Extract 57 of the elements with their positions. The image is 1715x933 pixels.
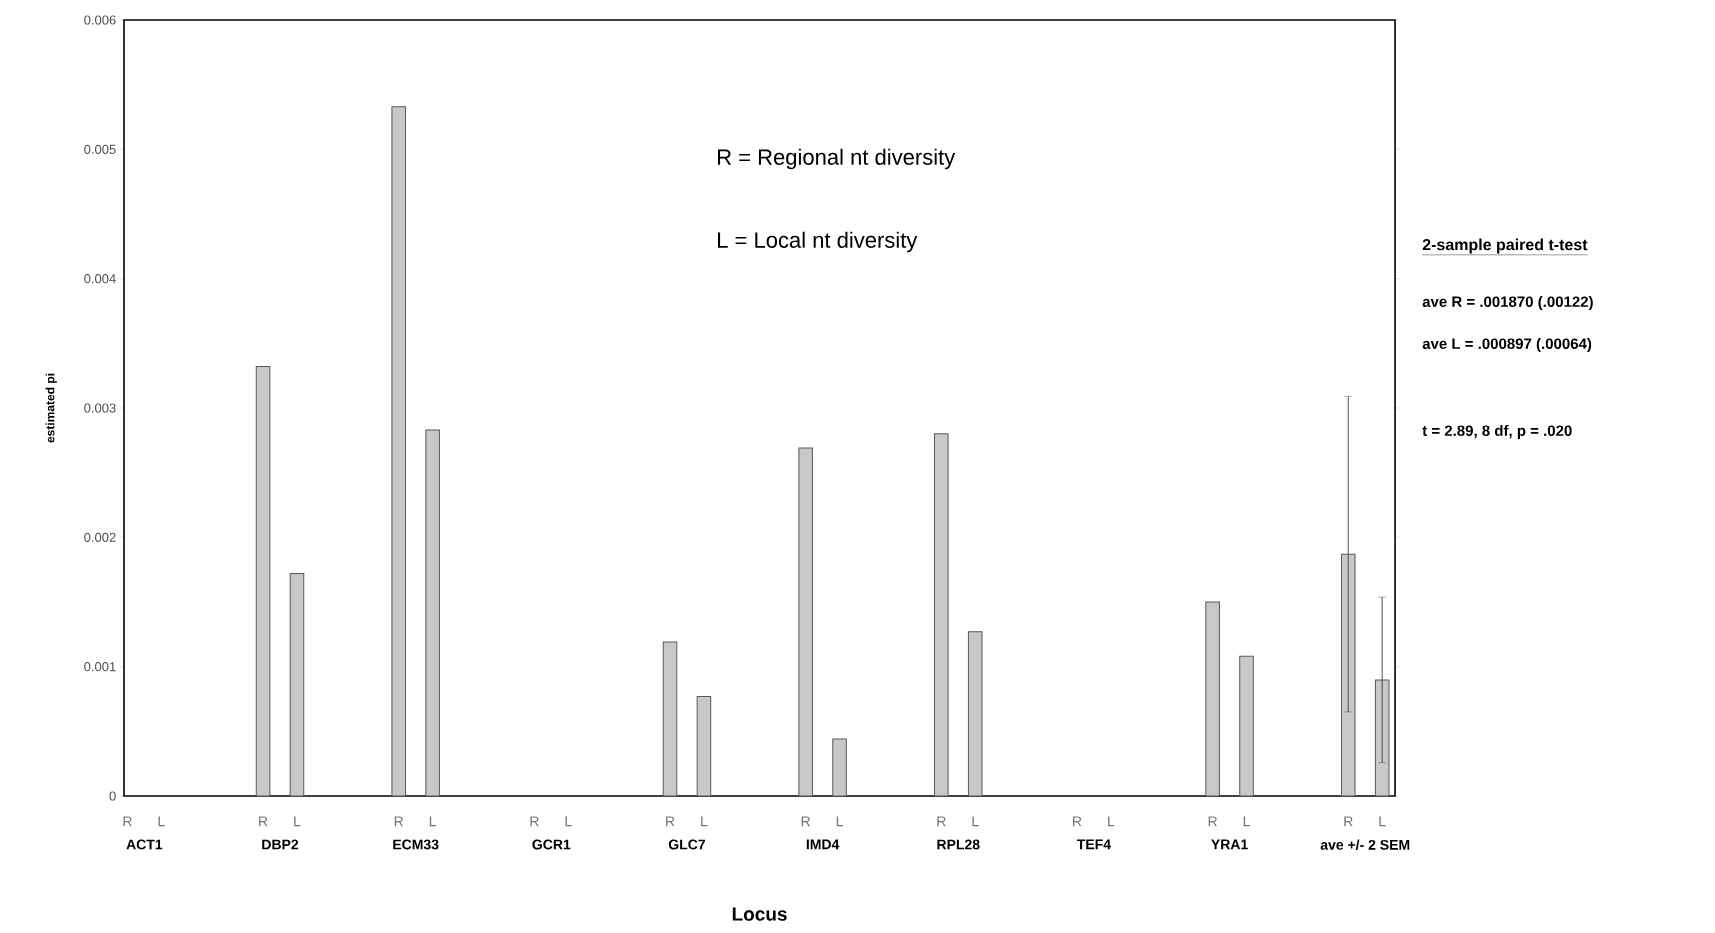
- x-tick-label: TEF4: [1076, 839, 1111, 850]
- x-tick-label: ECM33: [393, 839, 439, 850]
- text: L: [701, 816, 708, 827]
- bar: [934, 433, 949, 797]
- text: L: [972, 816, 979, 827]
- text: R: [937, 816, 946, 827]
- x-tick-label: DBP2: [262, 839, 299, 850]
- y-tick-label: 0.004: [84, 274, 116, 284]
- text: 2-sample paired t-test: [1422, 238, 1588, 254]
- y-tick-label: 0: [109, 791, 116, 801]
- bar: [662, 641, 678, 797]
- x-tick-label: ACT1: [126, 839, 163, 850]
- text: R: [530, 816, 539, 827]
- text: R: [1208, 816, 1218, 827]
- text: ave R = .001870 (.00122): [1422, 295, 1593, 310]
- bar: [255, 366, 271, 797]
- x-tick-label: YRA1: [1211, 839, 1248, 850]
- bar: [1205, 601, 1220, 797]
- text: L: [836, 816, 843, 827]
- x-tick-label: GCR1: [532, 839, 571, 850]
- y-tick-label: 0.006: [84, 15, 116, 25]
- series-label: R: [259, 816, 268, 827]
- x-tick-label: ave +/- 2 SEM: [1320, 839, 1410, 850]
- x-axis-title: Locus: [732, 907, 787, 921]
- series-label: L: [294, 816, 301, 827]
- text: R: [123, 816, 132, 827]
- text: R: [1073, 816, 1082, 827]
- text: L: [158, 816, 165, 827]
- x-tick-label: IMD4: [806, 839, 840, 850]
- y-tick-label: 0.002: [84, 532, 116, 542]
- bar: [289, 573, 305, 797]
- text: L: [565, 816, 572, 827]
- text: L: [1379, 816, 1386, 827]
- y-tick-label: 0.005: [84, 144, 116, 154]
- annotation: L = Local nt diversity: [718, 231, 918, 253]
- bar: [391, 106, 406, 797]
- text: R: [1344, 816, 1353, 827]
- text: ave L = .000897 (.00064): [1422, 337, 1592, 352]
- text: R: [666, 816, 675, 827]
- bar: [1239, 655, 1254, 797]
- bar: [425, 429, 440, 797]
- bar: [967, 631, 983, 797]
- text: L: [1108, 816, 1115, 827]
- bar: [832, 738, 847, 797]
- text: R: [801, 816, 811, 827]
- text: R: [394, 816, 404, 827]
- y-axis-title: estimated pi: [45, 373, 57, 443]
- bar: [696, 695, 712, 797]
- text: L: [1243, 816, 1250, 827]
- x-tick-label: RPL28: [937, 839, 980, 850]
- bar: [798, 447, 813, 797]
- annotation: R = Regional nt diversity: [718, 148, 956, 170]
- text: L: [429, 816, 437, 827]
- text: t = 2.89, 8 df, p = .020: [1422, 424, 1572, 439]
- y-tick-label: 0.003: [84, 403, 116, 413]
- y-tick-label: 0.001: [84, 662, 116, 672]
- x-tick-label: GLC7: [668, 839, 706, 850]
